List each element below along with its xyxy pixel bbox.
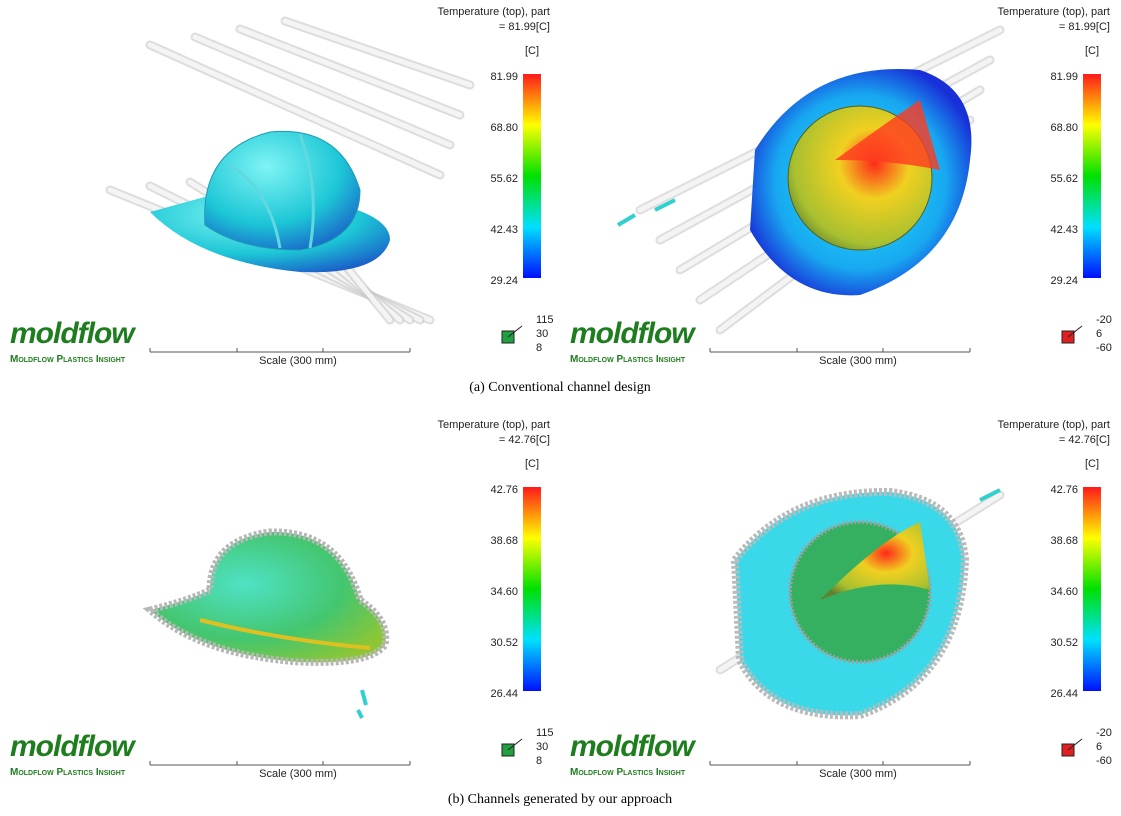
color-bar-label: 29.24	[1050, 275, 1078, 287]
color-bar-label: 38.68	[490, 535, 518, 547]
triad-label: 115	[536, 314, 554, 326]
caption: (a) Conventional channel design	[469, 380, 651, 395]
logo-subtitle: Moldflow Plastics Insight	[10, 354, 126, 365]
color-bar-label: 30.52	[490, 637, 518, 649]
legend-unit: [C]	[525, 458, 539, 470]
color-bar-label: 55.62	[490, 173, 518, 185]
triad-label: -20	[1096, 314, 1112, 326]
logo: moldflow	[570, 317, 696, 350]
helmet	[150, 532, 386, 662]
caption: (b) Channels generated by our approach	[448, 792, 672, 807]
legend-title: Temperature (top), part	[998, 419, 1111, 431]
triad-label: 6	[1096, 328, 1102, 340]
color-bar-label: 68.80	[1050, 122, 1078, 134]
color-bar-label: 34.60	[490, 586, 518, 598]
triad-label: 30	[536, 741, 548, 753]
figure: (a) Conventional channel design (b) Chan…	[0, 0, 1121, 816]
triad-label: 8	[536, 755, 542, 767]
color-bar-label: 42.43	[490, 224, 518, 236]
color-bar-label: 81.99	[1050, 71, 1078, 83]
legend-title: Temperature (top), part	[998, 6, 1111, 18]
triad-label: 115	[536, 727, 554, 739]
color-bar-label: 34.60	[1050, 586, 1078, 598]
scale-label: Scale (300 mm)	[819, 768, 897, 780]
panel: Temperature (top), part = 81.99[C] [C] 81.9…	[570, 6, 1112, 367]
triad-label: -60	[1096, 342, 1112, 354]
color-bar-label: 68.80	[490, 122, 518, 134]
logo-subtitle: Moldflow Plastics Insight	[570, 767, 686, 778]
color-bar-label: 42.43	[1050, 224, 1078, 236]
helmet-dome	[205, 131, 360, 250]
channel-core	[195, 37, 450, 145]
triad-label: -20	[1096, 727, 1112, 739]
color-bar-label: 26.44	[490, 688, 518, 700]
scale-label: Scale (300 mm)	[259, 355, 337, 367]
color-bar-label: 42.76	[490, 484, 518, 496]
page: (a) Conventional channel design (b) Chan…	[0, 0, 1121, 816]
triad-label: 6	[1096, 741, 1102, 753]
triad-label: 30	[536, 328, 548, 340]
color-bar	[523, 487, 541, 691]
color-bar	[1083, 487, 1101, 691]
color-bar-label: 81.99	[490, 71, 518, 83]
panel: Temperature (top), part = 42.76[C] [C] 42.7…	[10, 419, 554, 780]
color-bar-label: 38.68	[1050, 535, 1078, 547]
legend-value: = 81.99[C]	[1059, 21, 1110, 33]
legend-value: = 81.99[C]	[499, 21, 550, 33]
panel: Temperature (top), part = 81.99[C] [C] 81.9…	[10, 6, 554, 367]
logo-subtitle: Moldflow Plastics Insight	[10, 767, 126, 778]
color-bar-label: 26.44	[1050, 688, 1078, 700]
color-bar-label: 55.62	[1050, 173, 1078, 185]
legend-value: = 42.76[C]	[1059, 434, 1110, 446]
color-bar	[1083, 74, 1101, 278]
scale-label: Scale (300 mm)	[259, 768, 337, 780]
color-bar-label: 42.76	[1050, 484, 1078, 496]
logo: moldflow	[10, 317, 136, 350]
logo: moldflow	[570, 730, 696, 763]
triad-label: 8	[536, 342, 542, 354]
legend-unit: [C]	[525, 45, 539, 57]
legend-title: Temperature (top), part	[438, 419, 551, 431]
legend-title: Temperature (top), part	[438, 6, 551, 18]
panel: Temperature (top), part = 42.76[C] [C] 42.7…	[570, 419, 1112, 780]
color-bar	[523, 74, 541, 278]
inlet	[358, 690, 366, 718]
color-bar-label: 30.52	[1050, 637, 1078, 649]
legend-value: = 42.76[C]	[499, 434, 550, 446]
color-bar-label: 29.24	[490, 275, 518, 287]
logo-subtitle: Moldflow Plastics Insight	[570, 354, 686, 365]
legend-unit: [C]	[1085, 45, 1099, 57]
scale-label: Scale (300 mm)	[819, 355, 897, 367]
triad-label: -60	[1096, 755, 1112, 767]
legend-unit: [C]	[1085, 458, 1099, 470]
logo: moldflow	[10, 730, 136, 763]
